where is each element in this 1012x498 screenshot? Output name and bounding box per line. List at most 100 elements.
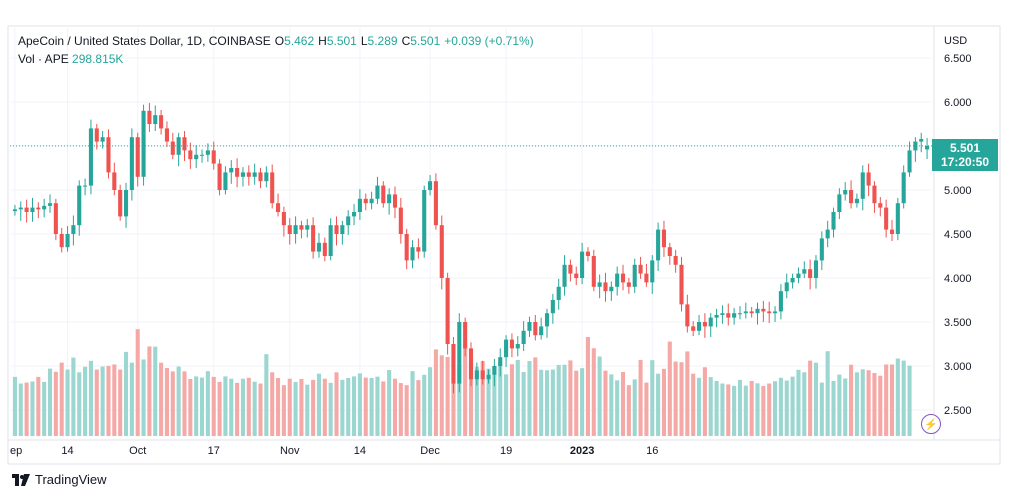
volume-label[interactable]: Vol · APE	[18, 52, 69, 66]
tradingview-brand[interactable]: TradingView	[12, 472, 107, 487]
candle-body	[445, 278, 450, 344]
volume-bar	[281, 385, 286, 436]
volume-bar	[808, 360, 813, 436]
candle-body	[603, 282, 608, 292]
volume-bar	[574, 370, 579, 436]
candle-body	[761, 308, 766, 312]
candle-body	[275, 203, 281, 212]
volume-bar	[644, 382, 649, 436]
brand-name: TradingView	[35, 472, 107, 487]
volume-bar	[743, 385, 748, 436]
time-axis[interactable]: ep 14 Oct 17 Nov 14 Dec 19 2023 16	[10, 445, 658, 457]
volume-bar	[825, 351, 830, 436]
volume-bar	[270, 372, 275, 436]
volume-bar	[784, 380, 789, 436]
volume-bar	[773, 381, 778, 436]
volume-bar	[615, 380, 620, 436]
candle-body	[819, 238, 824, 261]
candle-body	[188, 150, 193, 160]
candle-body	[223, 172, 228, 190]
candle-body	[381, 185, 386, 204]
candle-body	[778, 291, 783, 312]
volume-bar	[328, 382, 333, 436]
low-label: L	[360, 34, 368, 48]
candle-body	[696, 322, 702, 331]
volume-bar	[872, 372, 877, 436]
candle-body	[790, 278, 795, 283]
candle-body	[369, 198, 374, 204]
volume-bar	[901, 360, 906, 436]
time-tick-label: 17	[208, 445, 220, 457]
volume-bar	[299, 378, 304, 436]
candle-body	[129, 137, 134, 190]
volume-bar	[392, 378, 398, 436]
candle-body	[784, 282, 789, 292]
price-tick-label: 3.000	[944, 361, 972, 373]
candle-body	[182, 137, 187, 151]
volume-bar	[866, 370, 871, 436]
volume-bar	[24, 382, 29, 436]
candle-body	[392, 194, 398, 208]
volume-bar	[311, 379, 316, 436]
price-tick-label: 3.500	[944, 317, 972, 329]
volume-bar	[59, 362, 64, 436]
volume-bar	[451, 355, 456, 436]
volume-bar	[223, 376, 228, 436]
volume-bar	[147, 346, 152, 436]
volume-bar	[135, 329, 140, 436]
candle-body	[468, 348, 474, 380]
volume-bar	[620, 372, 626, 436]
volume-bar	[895, 358, 900, 436]
candle-body	[316, 242, 322, 252]
volume-bar	[702, 367, 707, 436]
volume-bar	[217, 381, 222, 436]
volume-bar	[433, 349, 438, 436]
tradingview-logo-icon	[12, 473, 30, 486]
volume-bar	[100, 366, 105, 436]
candle-body	[305, 225, 310, 230]
candle-body	[515, 344, 520, 349]
volume-bar	[509, 364, 514, 436]
volume-bar	[47, 368, 53, 436]
candle-body	[299, 225, 304, 230]
candle-body	[714, 314, 719, 318]
price-tick-label: 4.500	[944, 229, 972, 241]
volume-bar	[767, 383, 772, 436]
lightning-icon[interactable]: ⚡	[921, 414, 941, 434]
candle-body	[293, 225, 298, 234]
volume-bar	[445, 356, 450, 436]
candle-body	[591, 256, 596, 287]
candle-body	[813, 260, 819, 278]
candle-body	[620, 273, 626, 283]
candle-body	[574, 273, 579, 278]
time-tick-label: 16	[646, 445, 658, 457]
candle-body	[135, 137, 140, 177]
volume-bar	[843, 378, 848, 436]
candle-body	[872, 185, 877, 204]
candle-body	[404, 234, 409, 261]
candle-body	[387, 194, 392, 204]
candle-body	[77, 185, 82, 226]
candle-body	[53, 203, 58, 234]
candle-body	[439, 225, 444, 278]
volume-bar	[293, 381, 298, 436]
candle-body	[199, 154, 205, 156]
volume-bar	[369, 378, 374, 436]
price-tick-label: 5.000	[944, 185, 972, 197]
volume-bar	[813, 362, 819, 436]
volume-bar	[650, 360, 655, 436]
volume-bar	[878, 375, 883, 436]
currency-label: USD	[944, 35, 967, 47]
volume-bar	[176, 366, 181, 436]
volume-bar	[714, 381, 719, 436]
candle-body	[83, 185, 88, 187]
candle-body	[147, 110, 152, 124]
price-axis[interactable]: 6.5006.0005.5005.0004.5004.0003.5003.000…	[944, 53, 972, 417]
candle-body	[808, 269, 813, 278]
candle-body	[562, 264, 567, 287]
candle-body	[12, 209, 17, 212]
symbol-title[interactable]: ApeCoin / United States Dollar, 1D, COIN…	[18, 34, 271, 48]
candle-body	[632, 264, 637, 287]
